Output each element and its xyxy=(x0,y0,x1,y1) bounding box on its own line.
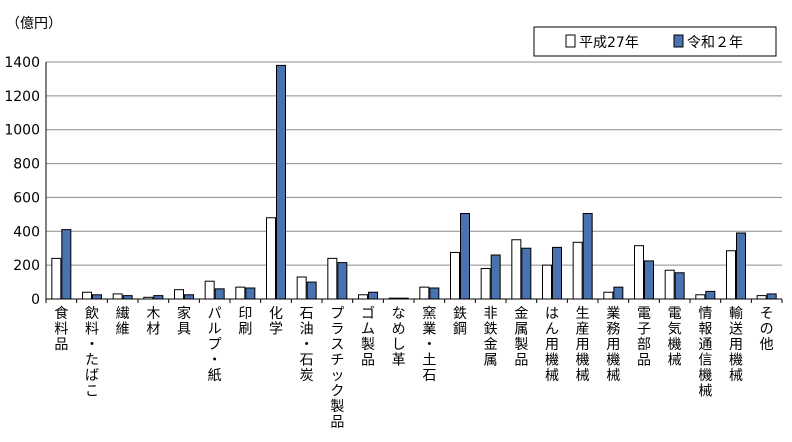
x-category-label: なめし革 xyxy=(392,306,406,369)
x-category-label: 電子部品 xyxy=(637,306,651,369)
bar-reiwa2 xyxy=(644,260,654,300)
x-category-label: 生産用機械 xyxy=(576,306,590,384)
x-category-label: 窯業・土石 xyxy=(422,305,436,384)
bar-reiwa2 xyxy=(674,272,685,300)
bar-reiwa2 xyxy=(368,291,378,300)
legend-swatch-reiwa2 xyxy=(673,34,684,48)
bar-heisei27 xyxy=(480,268,491,300)
x-category-label: パルプ・紙 xyxy=(208,306,222,384)
bar-reiwa2 xyxy=(613,286,624,300)
legend: 平成27年 令和２年 xyxy=(533,26,777,57)
x-category-label: 飲料・たばこ xyxy=(85,306,99,400)
bar-heisei27 xyxy=(174,289,184,300)
y-unit-label: （億円） xyxy=(6,16,62,32)
bar-reiwa2 xyxy=(766,293,777,300)
x-category-label: 輸送用機械 xyxy=(729,306,743,384)
y-tick-label: 600 xyxy=(13,190,40,206)
bar-heisei27 xyxy=(726,250,736,300)
bar-heisei27 xyxy=(112,293,123,300)
bar-reiwa2 xyxy=(153,295,164,300)
x-category-label: はん用機械 xyxy=(545,306,559,384)
y-axis-ticks: 0 200 400 600 800 1000 1200 1400 xyxy=(4,55,40,308)
bar-reiwa2 xyxy=(337,262,348,300)
x-category-label: 情報通信機械 xyxy=(698,306,712,400)
bar-reiwa2 xyxy=(306,281,317,300)
x-category-label: 食料品 xyxy=(54,305,68,353)
bar-reiwa2 xyxy=(490,254,501,300)
bar-reiwa2 xyxy=(92,294,102,300)
bar-reiwa2 xyxy=(705,290,716,300)
bar-heisei27 xyxy=(695,294,706,300)
bar-heisei27 xyxy=(634,245,644,300)
legend-label-reiwa2: 令和２年 xyxy=(687,35,743,51)
bar-heisei27 xyxy=(603,291,614,300)
bar-heisei27 xyxy=(542,264,552,300)
bar-heisei27 xyxy=(756,295,767,300)
bar-heisei27 xyxy=(419,286,430,300)
x-category-label: 家具 xyxy=(177,305,191,338)
bars xyxy=(51,64,777,300)
bar-reiwa2 xyxy=(460,213,470,300)
x-category-label: 鉄鋼 xyxy=(453,306,467,338)
bar-heisei27 xyxy=(511,239,522,300)
x-category-label: 木材 xyxy=(146,306,160,338)
x-category-label: 電気機械 xyxy=(668,306,682,369)
bar-heisei27 xyxy=(327,257,338,300)
bar-heisei27 xyxy=(296,276,307,300)
y-tick-label: 1000 xyxy=(4,123,40,139)
bar-reiwa2 xyxy=(582,213,593,300)
bar-reiwa2 xyxy=(61,229,72,300)
bar-heisei27 xyxy=(664,269,675,300)
bar-reiwa2 xyxy=(245,287,256,300)
y-tick-label: 1200 xyxy=(4,89,40,105)
bar-heisei27 xyxy=(572,241,583,300)
grid xyxy=(46,61,782,266)
bar-heisei27 xyxy=(450,251,460,300)
bar-heisei27 xyxy=(51,257,62,300)
axes xyxy=(45,62,783,303)
y-tick-label: 200 xyxy=(13,258,40,274)
bar-heisei27 xyxy=(358,294,368,300)
bar-heisei27 xyxy=(266,217,276,300)
bar-heisei27 xyxy=(204,280,215,300)
bar-heisei27 xyxy=(235,286,246,300)
x-category-label: 非鉄金属 xyxy=(484,306,498,369)
x-category-label: その他 xyxy=(760,306,774,353)
bar-reiwa2 xyxy=(184,294,194,300)
y-tick-label: 1400 xyxy=(4,55,40,71)
bar-reiwa2 xyxy=(429,287,440,300)
x-category-label: プラスチック製品 xyxy=(330,306,344,431)
bar-heisei27 xyxy=(82,291,92,300)
bar-reiwa2 xyxy=(214,288,225,300)
y-tick-label: 400 xyxy=(13,224,40,240)
bar-reiwa2 xyxy=(736,232,746,300)
x-category-label: 業務用機械 xyxy=(606,306,620,384)
x-category-label: 繊維 xyxy=(116,306,130,338)
bar-reiwa2 xyxy=(276,64,286,300)
x-category-label: 化学 xyxy=(269,306,283,338)
x-category-label: 印刷 xyxy=(238,306,252,338)
x-category-label: 石油・石炭 xyxy=(300,306,314,384)
bar-reiwa2 xyxy=(521,247,532,300)
y-tick-label: 0 xyxy=(31,292,40,308)
bar-reiwa2 xyxy=(122,295,133,300)
x-category-label: 金属製品 xyxy=(514,306,528,369)
y-tick-label: 800 xyxy=(13,157,40,173)
x-category-label: ゴム製品 xyxy=(361,305,375,369)
legend-swatch-heisei27 xyxy=(565,34,576,48)
bar-reiwa2 xyxy=(552,246,562,300)
legend-label-heisei27: 平成27年 xyxy=(579,35,639,51)
